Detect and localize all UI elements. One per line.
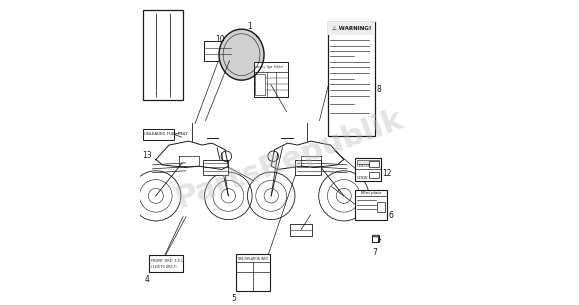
Bar [369, 172, 379, 178]
Bar [369, 161, 379, 167]
Bar [372, 235, 379, 242]
Text: UNLEADED FUEL ONLY: UNLEADED FUEL ONLY [144, 132, 188, 136]
Bar [142, 10, 183, 100]
Bar [328, 22, 375, 35]
Bar [142, 129, 174, 140]
Text: 4: 4 [145, 275, 150, 284]
Bar [254, 62, 288, 97]
Text: COLOR: COLOR [357, 164, 371, 168]
Polygon shape [219, 29, 264, 80]
Text: CODE: CODE [357, 176, 368, 180]
Text: TIRE INFLATION INFO: TIRE INFLATION INFO [237, 257, 268, 260]
Text: category  Type  Std/km: category Type Std/km [254, 65, 283, 69]
Bar [295, 160, 321, 174]
Text: (120/70 ZR17): (120/70 ZR17) [151, 265, 176, 269]
Text: FRONT TIRE: 3.5 L: FRONT TIRE: 3.5 L [151, 259, 182, 263]
Text: 1: 1 [248, 22, 252, 31]
Text: 6: 6 [389, 210, 393, 220]
Text: 13: 13 [142, 151, 152, 160]
Bar [290, 224, 312, 236]
Bar [203, 160, 228, 174]
Bar [236, 254, 270, 292]
Bar [357, 160, 379, 164]
Bar [356, 158, 381, 181]
Text: 10: 10 [215, 35, 225, 44]
Bar [149, 255, 183, 272]
Bar [356, 189, 387, 220]
Bar [328, 22, 375, 136]
Text: Mint plate: Mint plate [361, 191, 382, 195]
Bar [255, 74, 265, 95]
Text: 7: 7 [372, 248, 377, 257]
Text: 12: 12 [383, 169, 392, 178]
Text: 5: 5 [231, 294, 236, 303]
Bar [377, 202, 386, 212]
Text: PartsRepublik: PartsRepublik [171, 105, 408, 214]
Text: 8: 8 [376, 84, 381, 94]
Bar [204, 41, 233, 61]
Text: ⚠ WARNING!: ⚠ WARNING! [332, 26, 371, 31]
Polygon shape [373, 235, 379, 237]
